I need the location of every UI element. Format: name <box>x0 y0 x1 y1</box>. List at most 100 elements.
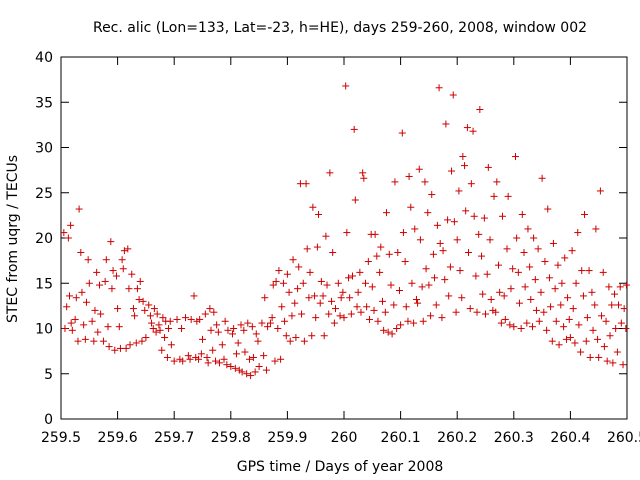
data-point <box>475 230 483 238</box>
data-point <box>371 230 379 238</box>
data-point <box>282 332 290 340</box>
data-point <box>429 250 437 258</box>
data-point <box>337 294 345 302</box>
data-point <box>399 229 407 237</box>
x-tick-label: 260 <box>331 430 358 446</box>
y-tick-label: 30 <box>35 141 53 157</box>
data-point <box>572 279 580 287</box>
data-point <box>78 288 86 296</box>
data-point <box>603 357 611 365</box>
data-point <box>128 270 136 278</box>
data-point <box>501 315 509 323</box>
data-point <box>90 337 98 345</box>
data-point <box>148 319 156 327</box>
data-point <box>336 312 344 320</box>
data-point <box>343 229 351 237</box>
data-point <box>435 84 443 92</box>
data-point <box>448 167 456 175</box>
data-point <box>548 337 556 345</box>
data-point <box>107 238 115 246</box>
y-tick-label: 20 <box>35 231 53 247</box>
x-tick-label: 259.7 <box>154 430 194 446</box>
data-point <box>368 283 376 291</box>
data-point <box>592 225 600 233</box>
data-point <box>370 306 378 314</box>
data-point <box>412 296 420 304</box>
data-point <box>159 314 167 322</box>
data-point <box>532 306 540 314</box>
x-tick-label: 259.9 <box>267 430 307 446</box>
data-point <box>302 180 310 188</box>
data-point <box>348 272 356 280</box>
data-point <box>407 203 415 211</box>
data-point <box>411 225 419 233</box>
data-point <box>190 292 198 300</box>
data-point <box>209 346 217 354</box>
data-point <box>608 301 616 309</box>
data-point <box>278 303 286 311</box>
data-point <box>575 321 583 329</box>
data-point <box>261 294 269 302</box>
data-point <box>530 234 538 242</box>
data-point <box>362 279 370 287</box>
data-point <box>493 178 501 186</box>
data-point <box>286 337 294 345</box>
data-point <box>167 341 175 349</box>
y-tick-label: 40 <box>35 50 53 66</box>
data-point <box>582 337 590 345</box>
data-point <box>155 321 163 329</box>
data-point <box>241 348 249 356</box>
data-point <box>85 279 93 287</box>
data-point <box>490 192 498 200</box>
data-point <box>312 314 320 322</box>
data-point <box>444 216 452 224</box>
data-point <box>586 353 594 361</box>
data-point <box>425 281 433 289</box>
y-tick-label: 10 <box>35 322 53 338</box>
data-point <box>422 265 430 273</box>
data-point <box>95 281 103 289</box>
data-point <box>504 192 512 200</box>
data-point <box>419 317 427 325</box>
data-point <box>562 335 570 343</box>
data-point <box>589 326 597 334</box>
data-point <box>520 248 528 256</box>
data-point <box>606 332 614 340</box>
data-point <box>524 225 532 233</box>
data-point <box>602 317 610 325</box>
data-point <box>305 294 313 302</box>
data-point <box>402 303 410 311</box>
x-tick-label: 260.1 <box>381 430 421 446</box>
data-point <box>332 305 340 313</box>
data-point <box>472 272 480 280</box>
data-point <box>545 274 553 282</box>
data-point <box>326 169 334 177</box>
data-point <box>622 281 630 289</box>
data-point <box>510 323 518 331</box>
data-point <box>486 236 494 244</box>
data-point <box>145 301 153 309</box>
data-point <box>342 82 350 90</box>
data-point <box>101 277 109 285</box>
data-point <box>322 232 330 240</box>
plot-frame <box>60 56 628 420</box>
data-point <box>195 355 203 363</box>
data-point <box>82 298 90 306</box>
data-point <box>231 364 239 372</box>
data-point <box>596 187 604 195</box>
data-point <box>393 325 401 332</box>
data-point <box>598 312 606 320</box>
data-point <box>531 276 539 284</box>
data-point <box>616 283 624 291</box>
data-point <box>294 285 302 293</box>
data-point <box>330 319 338 327</box>
data-point <box>204 359 212 367</box>
data-point <box>161 334 169 342</box>
data-point <box>303 245 311 253</box>
data-point <box>67 319 75 327</box>
data-point <box>544 205 552 213</box>
data-point <box>339 288 347 296</box>
data-point <box>514 268 522 276</box>
data-point <box>408 279 416 287</box>
data-point <box>387 281 395 289</box>
